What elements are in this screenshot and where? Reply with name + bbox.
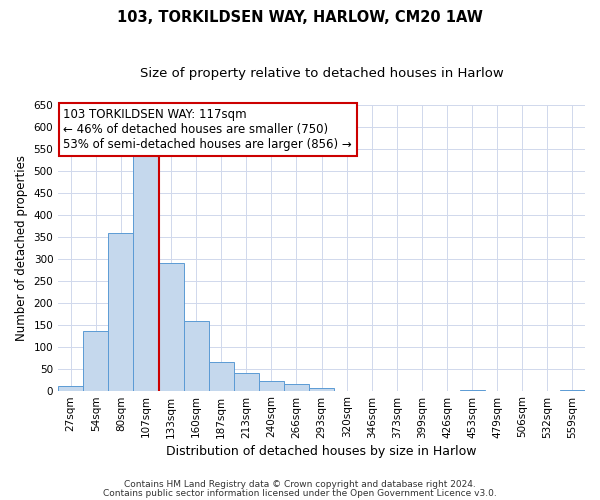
Title: Size of property relative to detached houses in Harlow: Size of property relative to detached ho… <box>140 68 503 80</box>
Bar <box>109 234 133 390</box>
Bar <box>259 381 284 390</box>
Bar <box>158 264 184 390</box>
Bar <box>184 321 209 390</box>
Y-axis label: Number of detached properties: Number of detached properties <box>15 155 28 341</box>
Bar <box>209 362 234 390</box>
X-axis label: Distribution of detached houses by size in Harlow: Distribution of detached houses by size … <box>166 444 477 458</box>
Bar <box>284 384 309 390</box>
Text: Contains HM Land Registry data © Crown copyright and database right 2024.: Contains HM Land Registry data © Crown c… <box>124 480 476 489</box>
Text: 103 TORKILDSEN WAY: 117sqm
← 46% of detached houses are smaller (750)
53% of sem: 103 TORKILDSEN WAY: 117sqm ← 46% of deta… <box>64 108 352 151</box>
Bar <box>309 388 334 390</box>
Text: Contains public sector information licensed under the Open Government Licence v3: Contains public sector information licen… <box>103 489 497 498</box>
Bar <box>58 386 83 390</box>
Bar <box>133 156 158 390</box>
Bar <box>83 332 109 390</box>
Bar <box>234 373 259 390</box>
Text: 103, TORKILDSEN WAY, HARLOW, CM20 1AW: 103, TORKILDSEN WAY, HARLOW, CM20 1AW <box>117 10 483 25</box>
